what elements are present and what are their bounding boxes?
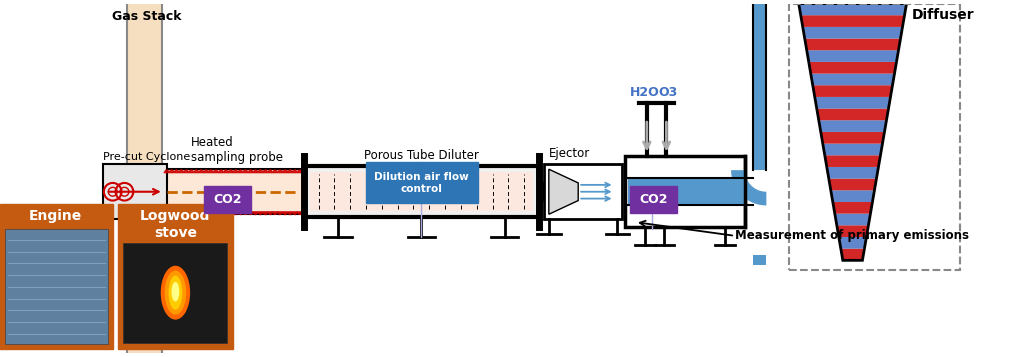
Bar (626, 156, 744, 227)
Bar (753, 255, 766, 265)
Polygon shape (841, 249, 864, 260)
Bar (630, 186, 677, 213)
Polygon shape (805, 39, 900, 50)
Text: Pre-cut Cyclone: Pre-cut Cyclone (102, 152, 190, 162)
Polygon shape (837, 225, 868, 237)
Polygon shape (731, 170, 766, 205)
Polygon shape (809, 62, 896, 74)
Polygon shape (833, 202, 872, 213)
Bar (102, 164, 167, 219)
Bar (753, 4, 766, 170)
Bar (788, 4, 961, 270)
Ellipse shape (165, 271, 186, 315)
Text: O3: O3 (658, 86, 678, 99)
Text: Gas Stack: Gas Stack (112, 10, 181, 24)
Polygon shape (819, 120, 887, 132)
Polygon shape (549, 169, 579, 214)
Polygon shape (822, 144, 883, 155)
Polygon shape (539, 174, 544, 209)
Text: Measurement of primary emissions: Measurement of primary emissions (735, 229, 969, 242)
Bar (204, 186, 251, 213)
Text: CO2: CO2 (213, 193, 242, 206)
Text: Dilution air flow
control: Dilution air flow control (374, 172, 469, 194)
Polygon shape (813, 85, 893, 97)
Bar (304, 166, 539, 217)
Text: CO2: CO2 (639, 193, 668, 206)
Bar (309, 172, 534, 211)
Polygon shape (821, 132, 885, 144)
Bar (628, 178, 744, 205)
Polygon shape (799, 4, 906, 15)
Text: Ejector: Ejector (549, 147, 590, 160)
Polygon shape (817, 109, 889, 120)
Polygon shape (824, 155, 881, 167)
Polygon shape (826, 167, 879, 178)
Polygon shape (828, 178, 877, 190)
Polygon shape (811, 74, 895, 85)
Bar (127, 4, 162, 353)
Bar (124, 243, 227, 343)
Ellipse shape (169, 276, 182, 310)
Bar (118, 205, 233, 348)
Bar (0, 205, 113, 348)
Polygon shape (815, 97, 891, 109)
Bar (162, 169, 304, 214)
Bar (366, 162, 478, 203)
Text: Engine: Engine (30, 209, 83, 223)
Bar (544, 164, 623, 219)
Ellipse shape (171, 282, 179, 302)
Polygon shape (801, 15, 904, 27)
Ellipse shape (161, 266, 190, 320)
Text: Logwood
stove: Logwood stove (140, 209, 211, 240)
Polygon shape (839, 237, 866, 249)
Text: Porous Tube Diluter: Porous Tube Diluter (364, 149, 479, 162)
Bar (5, 229, 108, 344)
Text: H2O: H2O (630, 86, 659, 99)
Polygon shape (835, 213, 870, 225)
Text: Heated
sampling probe: Heated sampling probe (191, 136, 283, 164)
Polygon shape (807, 50, 898, 62)
Polygon shape (803, 27, 902, 39)
Text: Diffuser: Diffuser (911, 9, 974, 22)
Polygon shape (830, 190, 874, 202)
